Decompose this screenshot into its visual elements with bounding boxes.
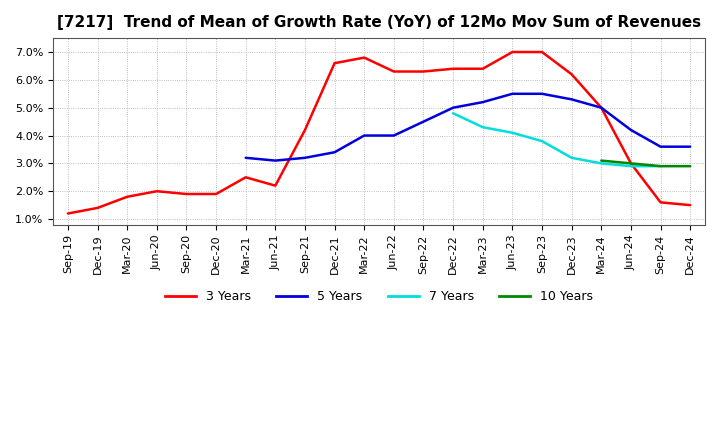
3 Years (330, 61, 339, 66)
5 Years (271, 158, 279, 163)
5 Years (508, 91, 517, 96)
Line: 10 Years: 10 Years (601, 161, 690, 166)
5 Years (686, 144, 695, 149)
3 Years (567, 72, 576, 77)
3 Years (538, 49, 546, 55)
3 Years (271, 183, 279, 188)
5 Years (390, 133, 398, 138)
7 Years (597, 161, 606, 166)
5 Years (330, 150, 339, 155)
5 Years (479, 99, 487, 105)
3 Years (626, 161, 635, 166)
7 Years (449, 110, 457, 116)
5 Years (419, 119, 428, 124)
5 Years (656, 144, 665, 149)
Line: 3 Years: 3 Years (68, 52, 690, 213)
3 Years (241, 175, 250, 180)
3 Years (153, 189, 161, 194)
5 Years (360, 133, 369, 138)
Title: [7217]  Trend of Mean of Growth Rate (YoY) of 12Mo Mov Sum of Revenues: [7217] Trend of Mean of Growth Rate (YoY… (57, 15, 701, 30)
7 Years (479, 125, 487, 130)
3 Years (597, 105, 606, 110)
3 Years (656, 200, 665, 205)
3 Years (212, 191, 220, 197)
Line: 7 Years: 7 Years (453, 113, 660, 166)
7 Years (626, 164, 635, 169)
10 Years (597, 158, 606, 163)
3 Years (123, 194, 132, 199)
Line: 5 Years: 5 Years (246, 94, 690, 161)
5 Years (449, 105, 457, 110)
5 Years (567, 97, 576, 102)
5 Years (626, 127, 635, 132)
Legend: 3 Years, 5 Years, 7 Years, 10 Years: 3 Years, 5 Years, 7 Years, 10 Years (160, 285, 598, 308)
3 Years (508, 49, 517, 55)
3 Years (686, 202, 695, 208)
3 Years (479, 66, 487, 71)
7 Years (656, 164, 665, 169)
3 Years (63, 211, 72, 216)
3 Years (301, 127, 310, 132)
5 Years (597, 105, 606, 110)
5 Years (538, 91, 546, 96)
3 Years (449, 66, 457, 71)
3 Years (182, 191, 191, 197)
10 Years (686, 164, 695, 169)
10 Years (656, 164, 665, 169)
7 Years (567, 155, 576, 161)
5 Years (241, 155, 250, 161)
10 Years (626, 161, 635, 166)
3 Years (93, 205, 102, 211)
3 Years (390, 69, 398, 74)
3 Years (419, 69, 428, 74)
5 Years (301, 155, 310, 161)
7 Years (538, 139, 546, 144)
3 Years (360, 55, 369, 60)
7 Years (508, 130, 517, 136)
